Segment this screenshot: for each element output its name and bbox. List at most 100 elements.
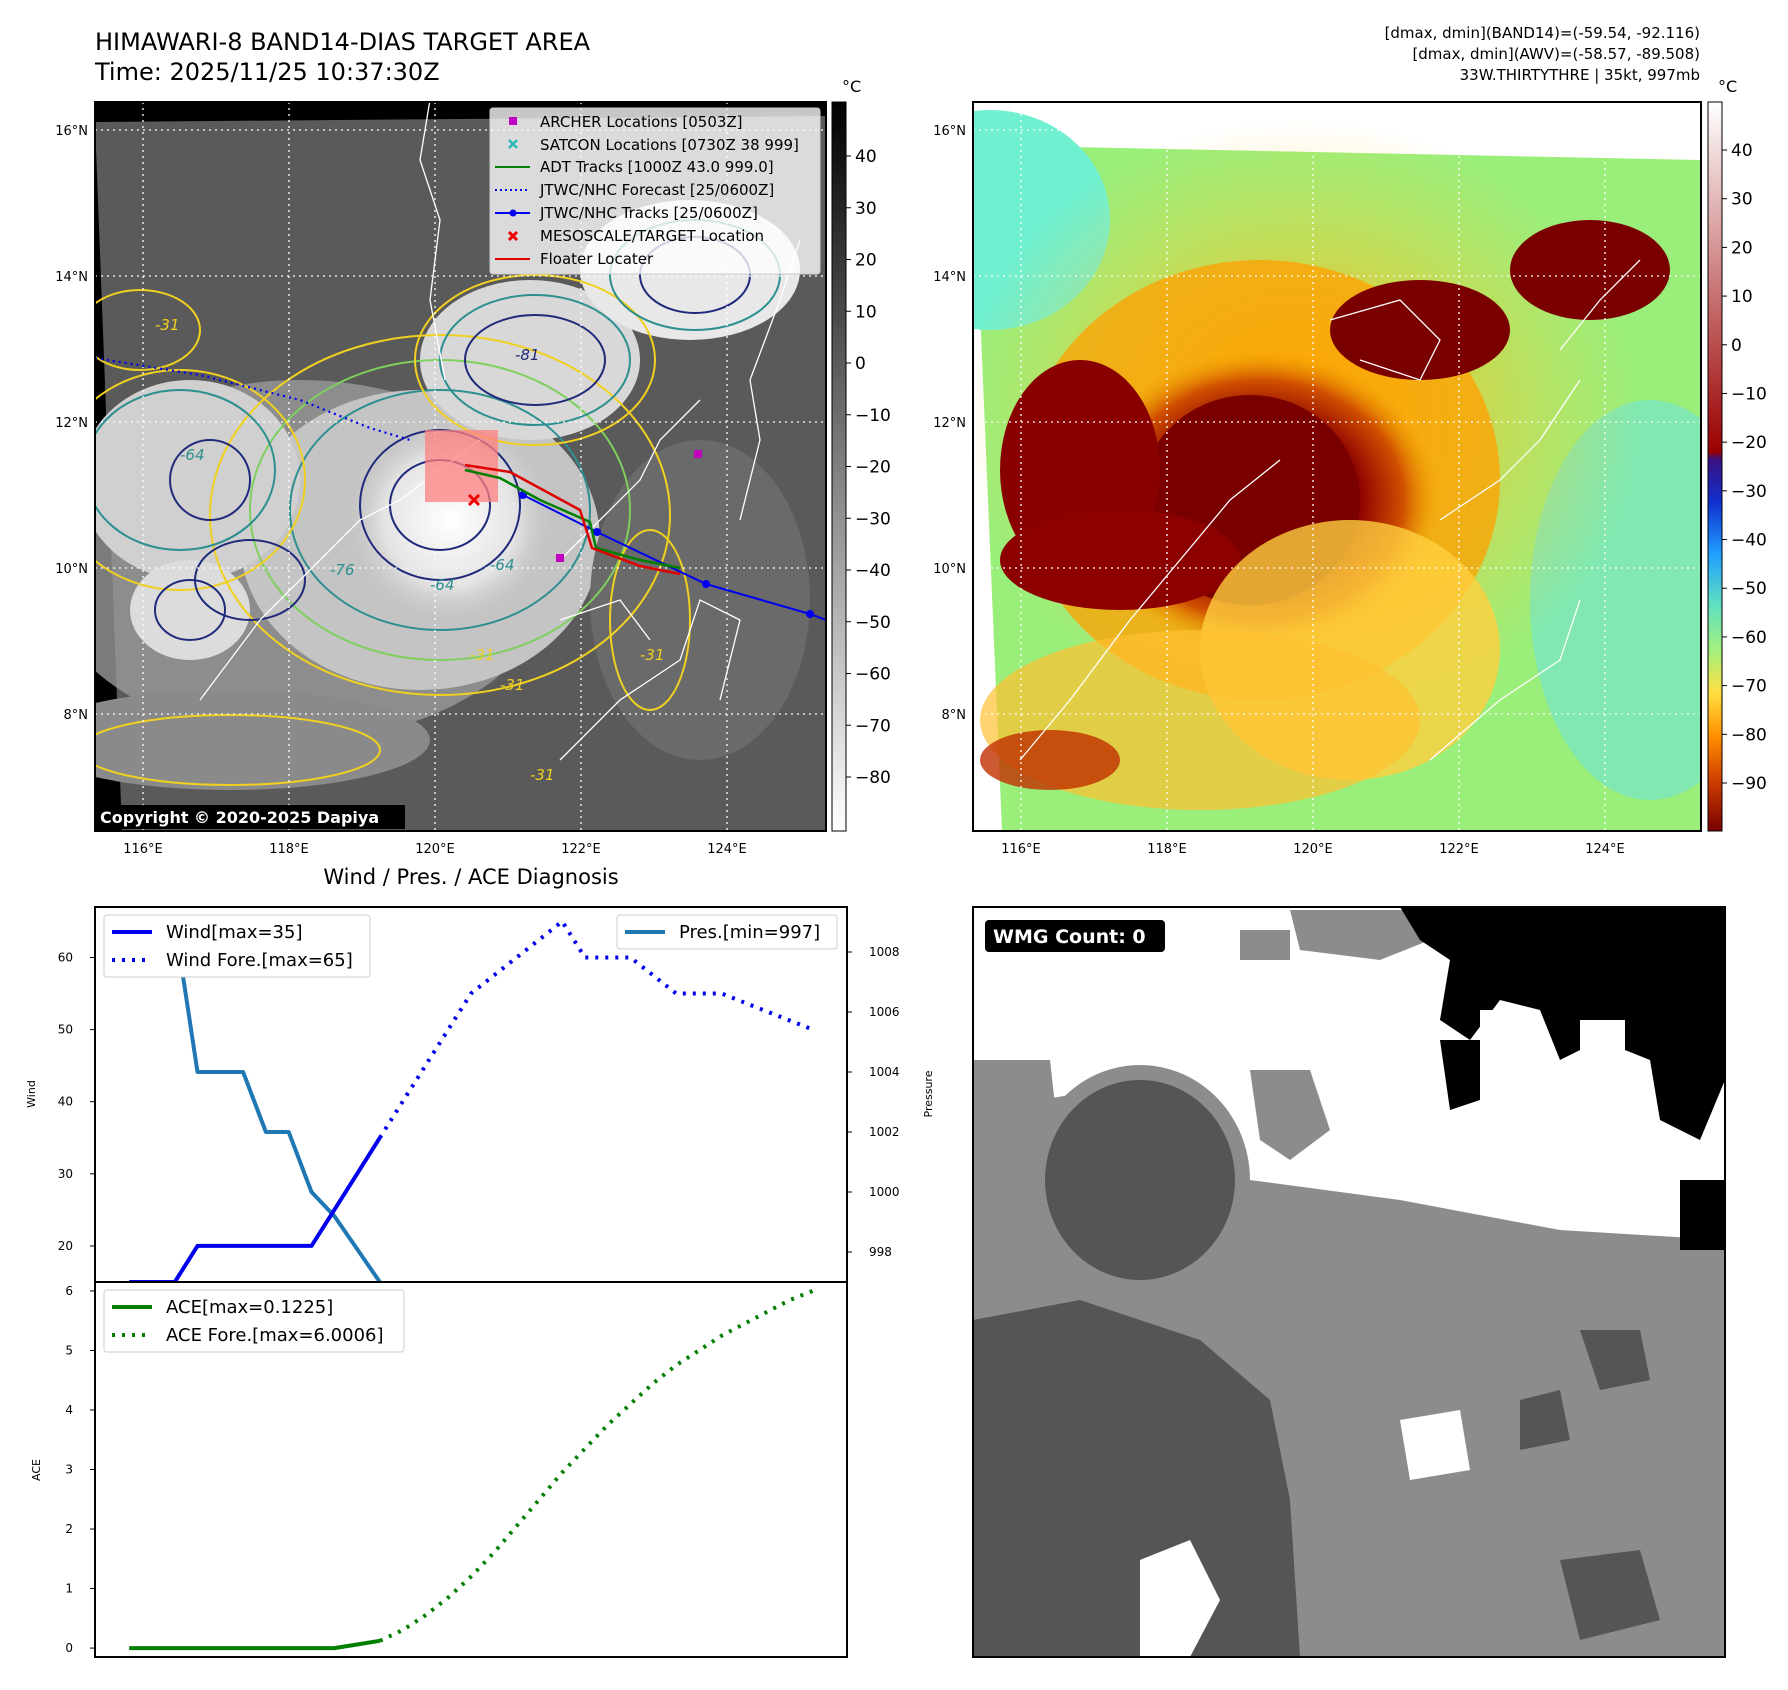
wind-legend-label: Wind[max=35]	[166, 922, 303, 943]
contour-label: -31	[500, 676, 525, 694]
colorbar-tick-label: 0	[855, 354, 866, 374]
colorbar-tick-label: 40	[855, 147, 877, 167]
wmg-count-badge-bg	[985, 920, 1165, 952]
lat-tick: 10°N	[933, 562, 966, 577]
y-tick-label: 998	[869, 1245, 892, 1259]
lon-tick: 118°E	[269, 842, 309, 857]
awv-lon-ticks: 116°E 118°E 120°E 122°E 124°E	[1001, 842, 1625, 857]
colorbar-tick-label: −40	[855, 561, 891, 581]
ir-legend: ARCHER Locations [0503Z] SATCON Location…	[489, 107, 821, 275]
pressure-axis-label: Pressure	[922, 1070, 935, 1117]
wind-pressure-axes: Wind Pressure 20 30 40 50 60 998 1000 1002 1004…	[25, 906, 935, 1284]
colorbar-tick-label: 30	[1731, 190, 1753, 210]
awv-satellite-panel: 116°E 118°E 120°E 122°E 124°E 16°N 14°N …	[933, 77, 1767, 857]
ir-lat-ticks: 16°N 14°N 12°N 10°N 8°N	[55, 124, 88, 723]
colorbar-tick-label: −10	[1731, 384, 1767, 404]
y-tick-label: 1008	[869, 945, 900, 959]
y-tick-label: 60	[58, 950, 73, 964]
pressure-line-0	[152, 920, 382, 1284]
lon-tick: 124°E	[1585, 842, 1625, 857]
figure-time: Time: 2025/11/25 10:37:30Z	[94, 58, 440, 86]
archer-location-marker	[556, 554, 564, 562]
contour-label: -76	[330, 561, 355, 579]
legend-adt: ADT Tracks [1000Z 43.0 999.0]	[540, 158, 774, 176]
legend-floater: Floater Locater	[540, 250, 654, 268]
legend-satcon: SATCON Locations [0730Z 38 999]	[540, 136, 799, 154]
y-tick-label: 0	[65, 1641, 73, 1655]
awv-coastlines	[1019, 259, 1641, 761]
contour-labels: -31 -64 -64 -76 -81 -64 -31 -31 -31 -31	[155, 316, 665, 784]
ir-colorbar-ticks: 40 30 20 10 0 −10 −20 −30 −40 −50 −60 −70 −80	[846, 147, 891, 788]
colorbar-tick-label: 10	[1731, 287, 1753, 307]
colorbar-tick-label: −70	[1731, 677, 1767, 697]
pressure-legend: Pres.[min=997]	[616, 914, 838, 950]
lon-tick: 122°E	[561, 842, 601, 857]
contour-label: -31	[155, 316, 180, 334]
y-tick-label: 40	[58, 1095, 73, 1109]
contour-label: -31	[470, 646, 495, 664]
colorbar-tick-label: −70	[855, 716, 891, 736]
ace-series	[129, 1289, 814, 1651]
contour-label: -64	[430, 576, 455, 594]
y-tick-label: 30	[58, 1167, 73, 1181]
ir-satellite-panel: -31 -64 -64 -76 -81 -64 -31 -31 -31 -31	[55, 77, 891, 857]
target-location-marker	[467, 493, 481, 507]
lat-tick: 8°N	[64, 708, 89, 723]
pressure-y-ticks: 998 1000 1002 1004 1006 1008	[847, 945, 900, 1259]
jtwc-track-dots	[519, 491, 814, 618]
awv-colorbar: °C 40 30 20 10 0 −10 −20 −30 −40 −50 −60 −70 −80 −90	[1707, 77, 1767, 832]
wind-axis-label: Wind	[25, 1080, 38, 1108]
contour-label: -31	[530, 766, 555, 784]
lat-tick: 14°N	[55, 270, 88, 285]
lat-tick: 10°N	[55, 562, 88, 577]
ace-y-ticks: 0 1 2 3 4 5 6	[65, 1284, 95, 1655]
y-tick-label: 1002	[869, 1125, 900, 1139]
lat-tick: 8°N	[942, 708, 967, 723]
lat-tick: 14°N	[933, 270, 966, 285]
wmg-panel: WMG Count: 0	[972, 906, 1726, 1658]
y-tick-label: 6	[65, 1284, 73, 1298]
contour-label: -81	[515, 346, 540, 364]
pressure-legend-label: Pres.[min=997]	[679, 922, 820, 943]
ace-forecast-legend-label: ACE Fore.[max=6.0006]	[166, 1325, 384, 1346]
legend-jtwc-forecast: JTWC/NHC Forecast [25/0600Z]	[539, 181, 774, 199]
lon-tick: 122°E	[1439, 842, 1479, 857]
ace-legend: ACE[max=0.1225] ACE Fore.[max=6.0006]	[103, 1289, 405, 1353]
colorbar-tick-label: −40	[1731, 531, 1767, 551]
wind-line-1	[378, 919, 814, 1139]
colorbar-tick-label: −80	[1731, 725, 1767, 745]
colorbar-tick-label: −20	[1731, 433, 1767, 453]
colorbar-tick-label: −80	[855, 768, 891, 788]
colorbar-tick-label: 20	[1731, 238, 1753, 258]
wind-y-ticks: 20 30 40 50 60	[58, 950, 95, 1253]
lon-tick: 124°E	[707, 842, 747, 857]
y-tick-label: 1000	[869, 1185, 900, 1199]
y-tick-label: 1004	[869, 1065, 900, 1079]
colorbar-tick-label: −20	[855, 458, 891, 478]
wind-line-0	[129, 1136, 382, 1284]
diagnosis-title: Wind / Pres. / ACE Diagnosis	[323, 865, 618, 889]
lat-tick: 16°N	[933, 124, 966, 139]
ir-colorbar-unit: °C	[842, 77, 861, 96]
wmg-field	[973, 907, 1725, 1657]
awv-colorbar-ticks: 40 30 20 10 0 −10 −20 −30 −40 −50 −60 −70 −80 −90	[1722, 141, 1767, 794]
y-tick-label: 2	[65, 1522, 73, 1536]
lon-tick: 118°E	[1147, 842, 1187, 857]
lat-tick: 12°N	[933, 416, 966, 431]
ace-legend-label: ACE[max=0.1225]	[166, 1297, 333, 1318]
y-tick-label: 3	[65, 1463, 73, 1477]
ir-lon-ticks: 116°E 118°E 120°E 122°E 124°E	[123, 842, 747, 857]
y-tick-label: 1	[65, 1582, 73, 1596]
wmg-count-badge: WMG Count: 0	[993, 926, 1146, 948]
colorbar-tick-label: −50	[1731, 579, 1767, 599]
floater-locater-track	[464, 463, 681, 576]
wind-forecast-legend-label: Wind Fore.[max=65]	[166, 950, 353, 971]
ace-line-0	[129, 1638, 381, 1651]
legend-target: MESOSCALE/TARGET Location	[540, 227, 764, 245]
ir-colorbar: °C 40 30 20 10 0 −10 −20 −30 −40 −50 −60 −70 −80	[831, 77, 891, 832]
floater-box	[425, 430, 498, 502]
info-line-1: [dmax, dmin](BAND14)=(-59.54, -92.116)	[1385, 24, 1700, 42]
awv-colorbar-unit: °C	[1718, 77, 1737, 96]
y-tick-label: 20	[58, 1239, 73, 1253]
